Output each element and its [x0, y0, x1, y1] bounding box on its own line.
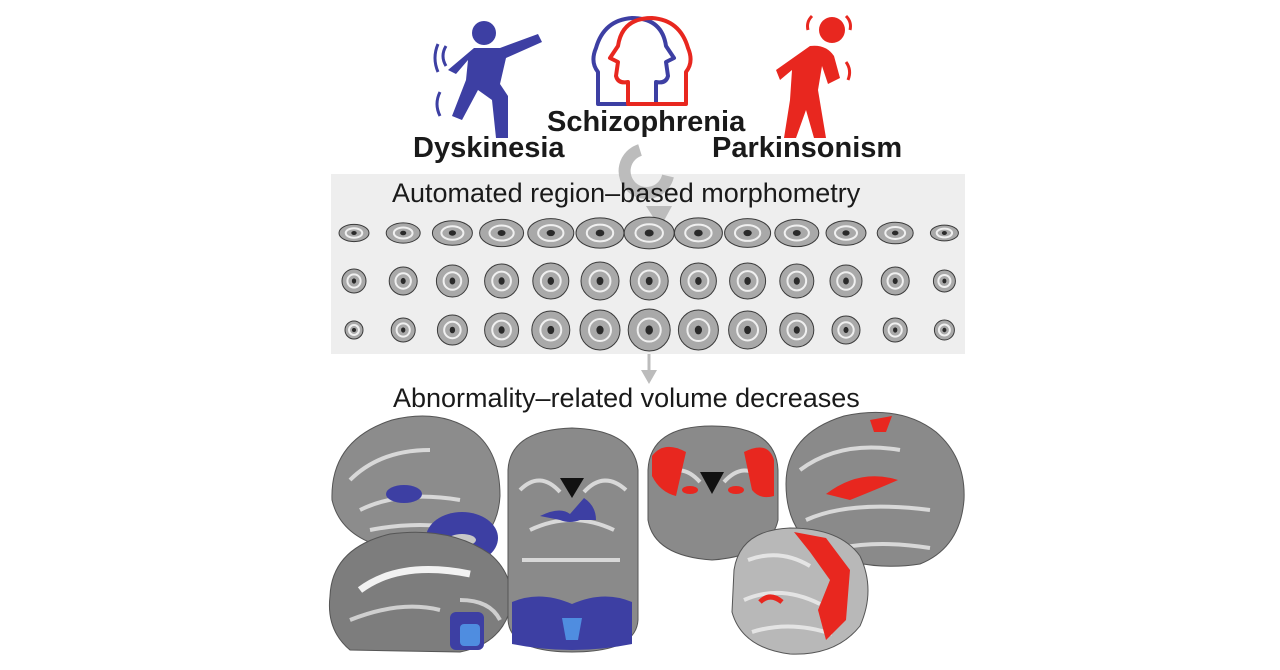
- brain-slice-thumbnail: [431, 220, 473, 246]
- brain-slice-thumbnail: [779, 263, 815, 299]
- brain-slice-thumbnail: [531, 310, 571, 350]
- brain-slice-thumbnail: [774, 218, 820, 248]
- brain-slice-thumbnail: [729, 262, 767, 300]
- brain-slice-thumbnail: [435, 264, 469, 298]
- brain-slice-thumbnail: [679, 262, 717, 300]
- down-arrow-icon: [641, 354, 657, 384]
- schizophrenia-label: Schizophrenia: [547, 106, 746, 138]
- brain-slice-thumbnail: [673, 217, 723, 249]
- overlapping-heads-icon: [591, 16, 693, 106]
- brain-slice-thumbnail: [677, 309, 719, 351]
- person-tremor-icon: [433, 21, 542, 138]
- brain-slice-thumbnail: [388, 266, 418, 296]
- brain-slice-thumbnail: [876, 221, 914, 245]
- brain-slice-thumbnail: [779, 312, 815, 348]
- brain-slice-thumbnail: [627, 308, 671, 352]
- brain-slice-thumbnail: [728, 310, 768, 350]
- person-stooped-icon: [776, 14, 852, 138]
- dyskinesia-brain-renderings: [328, 415, 639, 653]
- brain-slice-thumbnail: [341, 268, 367, 294]
- brain-slice-thumbnail: [580, 261, 620, 301]
- brain-slice-thumbnail: [532, 262, 570, 300]
- brain-slice-thumbnail: [479, 218, 525, 248]
- parkinsonism-label: Parkinsonism: [712, 132, 903, 164]
- brain-slice-thumbnail: [623, 216, 675, 250]
- processing-arrow-icon: [618, 144, 674, 228]
- brain-slice-thumbnail: [344, 320, 364, 340]
- brain-slice-thumbnail: [825, 220, 867, 246]
- brain-slice-thumbnail: [724, 218, 772, 248]
- brain-slice-grid: [338, 216, 959, 352]
- morphometry-heading: Automated region–based morphometry: [392, 178, 861, 208]
- dyskinesia-label: Dyskinesia: [413, 132, 565, 164]
- brain-slice-thumbnail: [831, 315, 861, 345]
- brain-slice-thumbnail: [933, 319, 955, 341]
- brain-slice-thumbnail: [880, 266, 910, 296]
- brain-slice-thumbnail: [829, 264, 863, 298]
- brain-slice-thumbnail: [484, 263, 520, 299]
- brain-slice-thumbnail: [579, 309, 621, 351]
- brain-slice-thumbnail: [929, 224, 959, 242]
- brain-slice-thumbnail: [932, 269, 956, 293]
- brain-slice-thumbnail: [575, 217, 625, 249]
- parkinsonism-brain-renderings: [647, 411, 965, 655]
- brain-slice-thumbnail: [629, 261, 669, 301]
- brain-slice-thumbnail: [390, 317, 416, 343]
- brain-slice-thumbnail: [882, 317, 908, 343]
- brain-slice-thumbnail: [527, 218, 575, 248]
- brain-slice-thumbnail: [385, 222, 421, 244]
- brain-slice-thumbnail: [436, 314, 468, 346]
- volume-heading: Abnormality–related volume decreases: [393, 383, 860, 413]
- brain-slice-thumbnail: [338, 223, 370, 243]
- brain-slice-thumbnail: [484, 312, 520, 348]
